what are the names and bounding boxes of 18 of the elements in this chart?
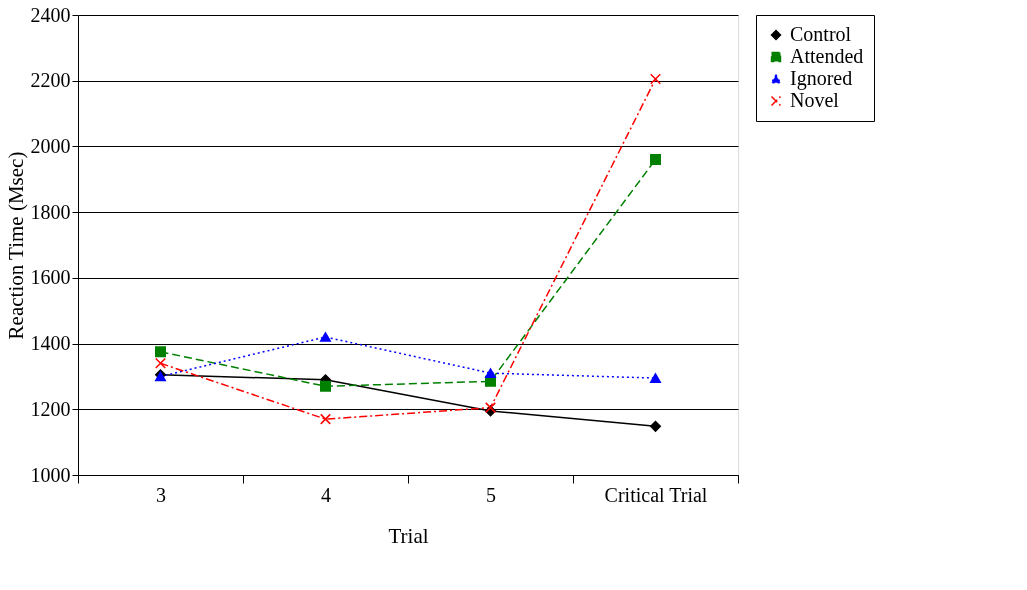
y-axis-title: Reaction Time (Msec)	[3, 151, 28, 340]
y-tick-label: 2400	[30, 3, 71, 26]
x-tick-label: 4	[321, 483, 331, 506]
x-tick-label: 3	[156, 483, 166, 506]
legend-label: Novel	[790, 89, 840, 111]
legend-label: Ignored	[790, 67, 853, 90]
y-tick-label: 2200	[30, 69, 71, 92]
y-tick-label: 1600	[30, 266, 71, 289]
x-axis-title: Trial	[388, 523, 429, 548]
x-tick-label: Critical Trial	[604, 483, 708, 506]
y-tick-label: 2000	[30, 134, 71, 157]
y-tick-label: 1000	[30, 463, 71, 486]
y-tick-label: 1800	[30, 200, 71, 223]
y-tick-label: 1400	[30, 332, 71, 355]
legend-label: Control	[790, 23, 852, 45]
x-tick-label: 5	[486, 483, 496, 506]
y-tick-label: 1200	[30, 397, 71, 420]
legend-label: Attended	[790, 45, 864, 67]
